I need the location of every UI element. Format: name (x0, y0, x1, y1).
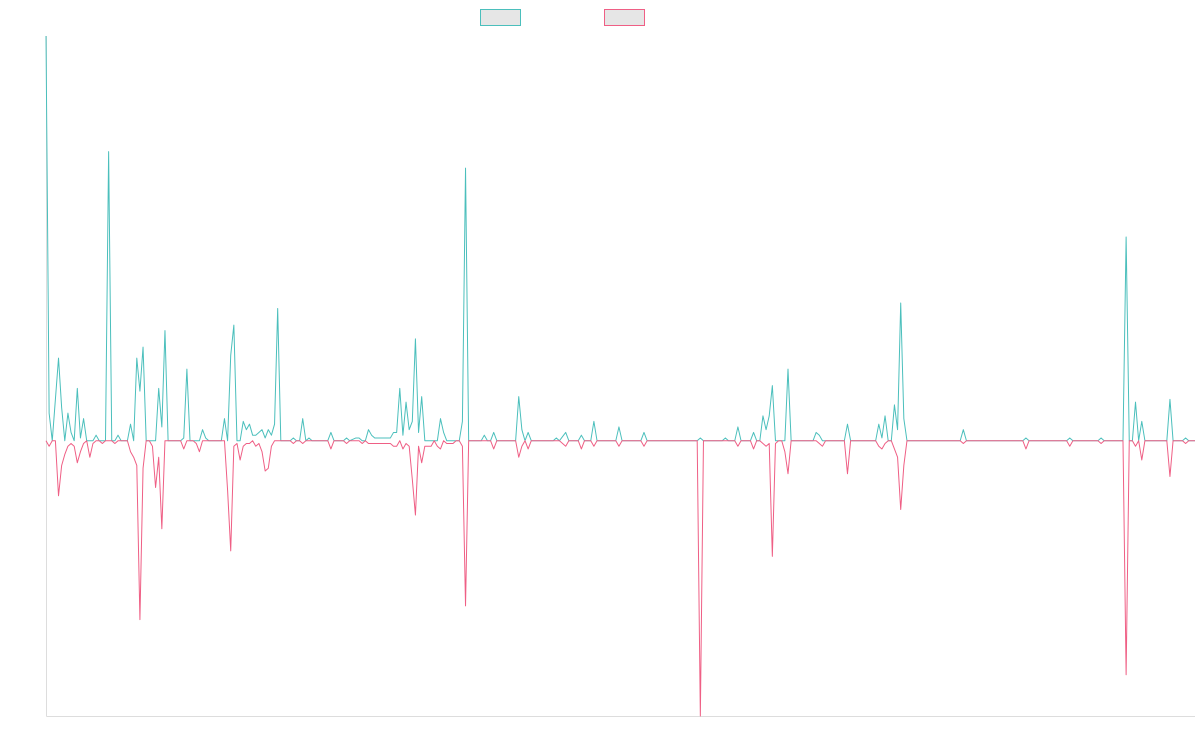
chart-legend (480, 9, 645, 26)
chart-axes (46, 36, 1195, 717)
series-layer (45, 35, 1195, 717)
legend-swatch-series-1[interactable] (480, 9, 521, 26)
legend-swatch-series-2[interactable] (604, 9, 645, 26)
series-1-line[interactable] (45, 35, 1195, 442)
series-2-line[interactable] (45, 440, 1195, 717)
